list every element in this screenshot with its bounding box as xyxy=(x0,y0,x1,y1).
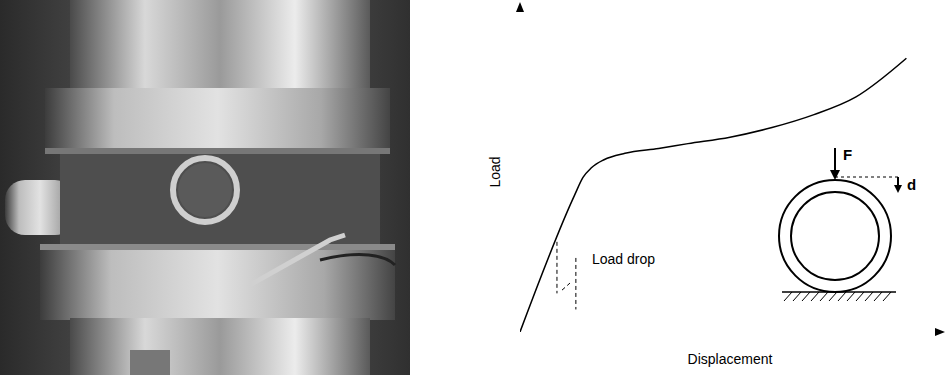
svg-text:Displacement: Displacement xyxy=(688,351,773,367)
svg-text:F: F xyxy=(843,146,852,163)
svg-text:Load: Load xyxy=(487,156,503,187)
svg-text:Load drop: Load drop xyxy=(592,251,655,267)
svg-text:d: d xyxy=(907,176,916,193)
